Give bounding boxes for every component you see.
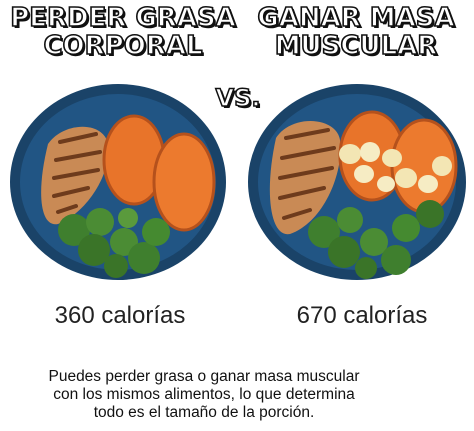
caption-line-2: con los mismos alimentos, lo que determi… <box>53 386 355 403</box>
left-title-line-2: CORPORAL <box>43 31 204 61</box>
broccoli <box>308 200 444 279</box>
left-title-line-1: PERDER GRASA <box>9 3 236 33</box>
vs-label: VS. <box>215 83 261 113</box>
left-title: PERDER GRASA CORPORAL <box>8 3 238 61</box>
caption-line-3: todo es el tamaño de la porción. <box>93 404 315 421</box>
right-title-line-1: GANAR MASA <box>257 3 456 33</box>
chicken-breast <box>269 120 341 235</box>
broccoli <box>58 208 170 278</box>
right-calories: 670 calorías <box>296 302 428 329</box>
caption: Puedes perder grasa o ganar masa muscula… <box>24 368 384 422</box>
right-title-line-2: MUSCULAR <box>274 31 438 61</box>
left-calories: 360 calorías <box>54 302 186 329</box>
right-title: GANAR MASA MUSCULAR <box>246 3 466 61</box>
right-plate-photo <box>248 84 466 280</box>
left-plate-photo <box>10 84 226 280</box>
sweet-potato <box>152 132 216 232</box>
caption-line-1: Puedes perder grasa o ganar masa muscula… <box>48 368 360 385</box>
chicken-breast <box>41 126 109 225</box>
banana-slices <box>339 142 452 193</box>
